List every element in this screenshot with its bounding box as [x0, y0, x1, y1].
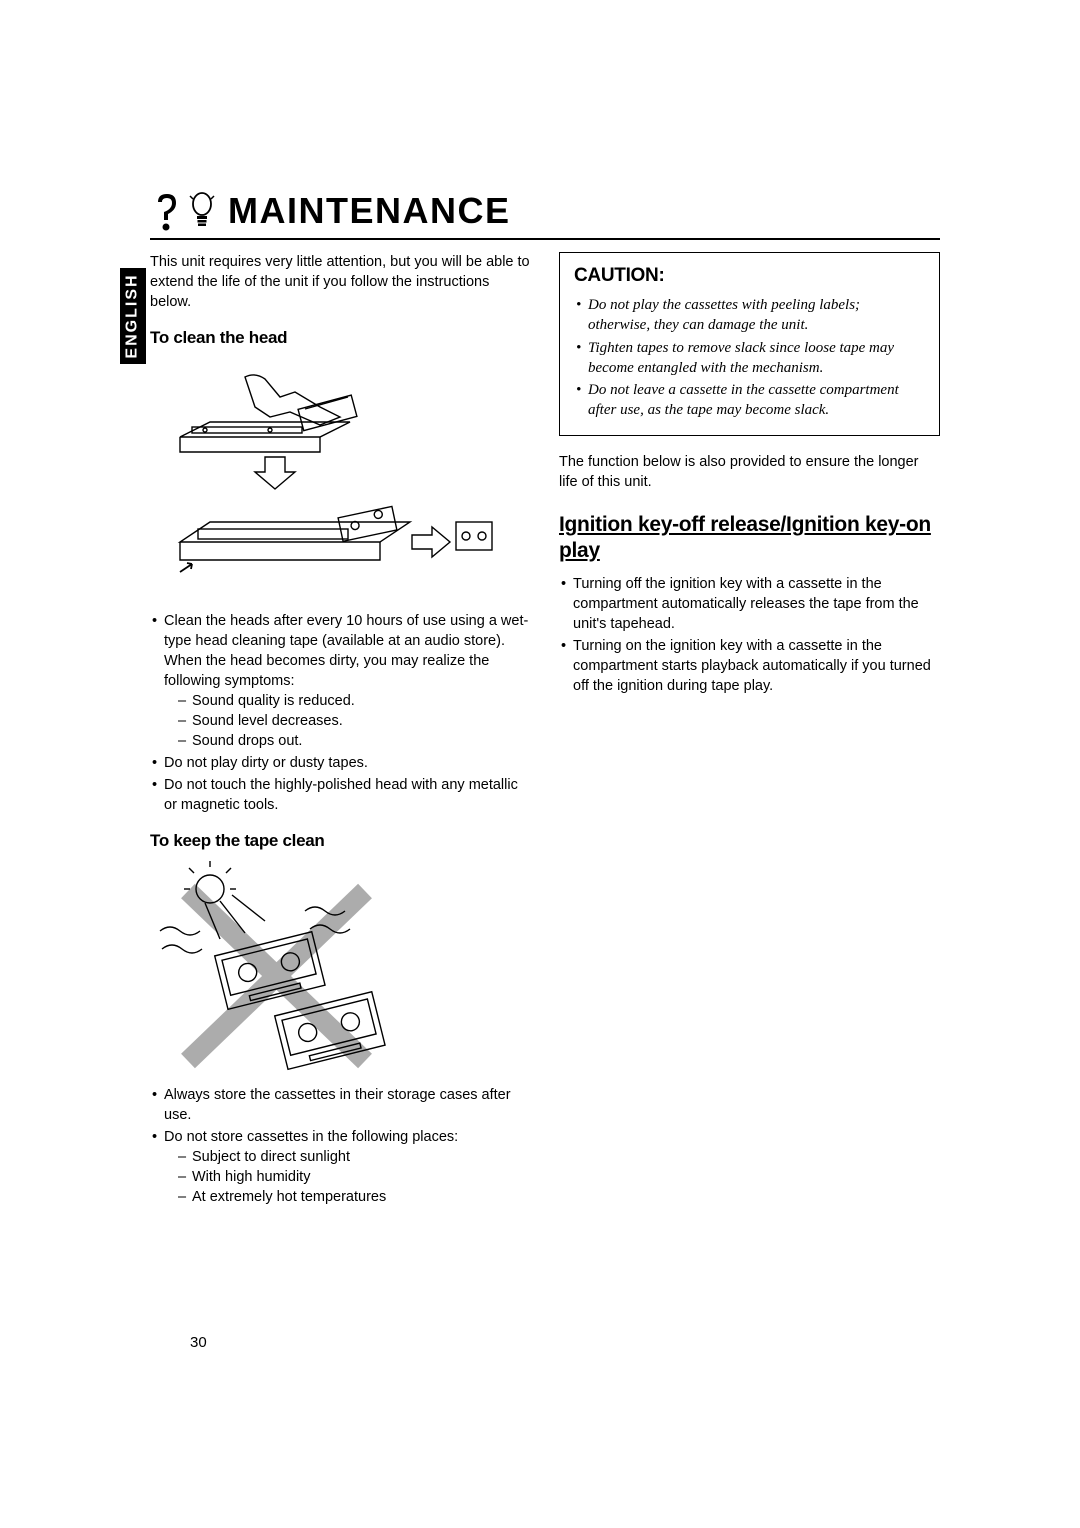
caution-box: CAUTION: Do not play the cassettes with … — [559, 252, 940, 436]
keep-tape-list: Always store the cassettes in their stor… — [150, 1085, 531, 1207]
figure-cleaning-head — [150, 357, 531, 597]
list-item: Always store the cassettes in their stor… — [150, 1085, 531, 1125]
list-item: Do not store cassettes in the following … — [150, 1127, 531, 1207]
list-item: Turning on the ignition key with a casse… — [559, 636, 940, 696]
list-item: Sound drops out. — [178, 731, 531, 751]
right-column: CAUTION: Do not play the cassettes with … — [559, 252, 940, 1221]
list-item: With high humidity — [178, 1167, 531, 1187]
note-text: The function below is also provided to e… — [559, 452, 940, 492]
list-item: Tighten tapes to remove slack since loos… — [574, 338, 925, 379]
subhead-keep-tape: To keep the tape clean — [150, 829, 531, 852]
subhead-clean-head: To clean the head — [150, 326, 531, 349]
section-ignition-title: Ignition key-off release/Ignition key-on… — [559, 512, 940, 565]
intro-text: This unit requires very little attention… — [150, 252, 531, 312]
question-mark-icon — [150, 190, 184, 232]
list-item: At extremely hot temperatures — [178, 1187, 531, 1207]
caution-title: CAUTION: — [574, 263, 925, 289]
figure-tape-storage — [150, 861, 531, 1071]
page-number: 30 — [190, 1334, 207, 1351]
left-column: This unit requires very little attention… — [150, 252, 531, 1221]
language-tab: ENGLISH — [120, 268, 146, 364]
page-title-block: MAINTENANCE — [150, 190, 940, 240]
list-item: Sound level decreases. — [178, 711, 531, 731]
list-item: Do not touch the highly-polished head wi… — [150, 775, 531, 815]
language-label: ENGLISH — [124, 273, 142, 358]
page-title: MAINTENANCE — [228, 190, 511, 232]
caution-list: Do not play the cassettes with peeling l… — [574, 295, 925, 421]
list-item: Clean the heads after every 10 hours of … — [150, 611, 531, 751]
list-item: Subject to direct sunlight — [178, 1147, 531, 1167]
list-item: Do not play the cassettes with peeling l… — [574, 295, 925, 336]
list-item: Do not leave a cassette in the cassette … — [574, 380, 925, 421]
list-item: Sound quality is reduced. — [178, 691, 531, 711]
ignition-list: Turning off the ignition key with a cass… — [559, 574, 940, 696]
clean-head-list: Clean the heads after every 10 hours of … — [150, 611, 531, 815]
list-item: Turning off the ignition key with a cass… — [559, 574, 940, 634]
list-item: Do not play dirty or dusty tapes. — [150, 753, 531, 773]
lightbulb-icon — [188, 190, 216, 232]
